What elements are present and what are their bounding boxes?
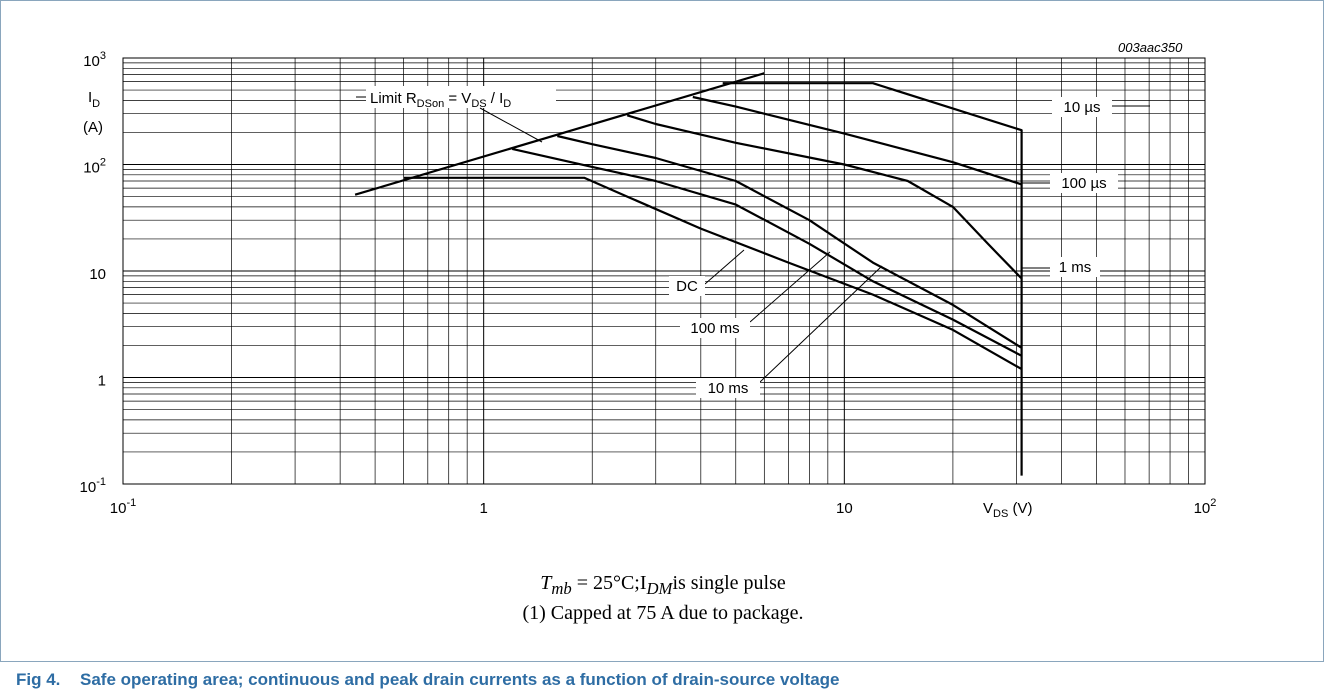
y-axis-unit: (A) [83, 119, 103, 136]
annotation-2: 1 ms [1022, 257, 1100, 277]
plot-frame [122, 57, 1206, 485]
y-tick-label: 103 [83, 50, 106, 70]
annotation-label: 10 µs [1064, 99, 1101, 116]
y-tick-label: 1 [98, 373, 106, 390]
annotation-label: DC [676, 278, 698, 295]
annotation-box [1050, 257, 1100, 277]
figure-caption: Fig 4. Safe operating area; continuous an… [16, 670, 840, 689]
annotation-1: 100 µs [1022, 173, 1118, 193]
package-cap-note: (1) Capped at 75 A due to package. [522, 602, 804, 624]
y-axis-label: ID [88, 89, 100, 110]
series-1 [692, 95, 1022, 186]
figure-code: 003aac350 [1118, 40, 1183, 55]
svg-text:Limit RDSon = VDS / ID: Limit RDSon = VDS / ID [370, 90, 511, 110]
x-tick-label: 1 [479, 500, 487, 517]
figure-frame [0, 0, 1324, 662]
grid [122, 58, 1205, 485]
annotation-3: DC [669, 249, 745, 296]
series-0 [722, 82, 1023, 476]
annotation-box [696, 378, 760, 398]
x-axis-label: VDS (V) [983, 500, 1032, 520]
annotation-label: 100 µs [1061, 175, 1106, 192]
series-4 [511, 147, 1023, 357]
annotation-box [680, 318, 750, 338]
annotation-box [1050, 173, 1118, 193]
series-5 [403, 176, 1023, 371]
annotation-box [669, 276, 705, 296]
series-2 [626, 114, 1023, 280]
x-tick-label: 102 [1194, 497, 1217, 517]
x-tick-label: 10-1 [110, 497, 136, 517]
annotation-leader [759, 265, 883, 383]
test-condition-note: Tmb = 25°C;IDMis single pulse [540, 572, 786, 598]
annotation-0: 10 µs [1052, 97, 1150, 117]
y-tick-label: 102 [83, 157, 106, 177]
annotation-leader [704, 249, 745, 285]
y-tick-label: 10 [89, 266, 106, 283]
series-3 [557, 134, 1023, 349]
annotation-box [1052, 97, 1112, 117]
annotation-label: 10 ms [708, 380, 749, 397]
y-tick-label: 10-1 [80, 476, 106, 496]
series-6 [354, 72, 765, 196]
x-tick-label: 10 [836, 500, 853, 517]
annotation-label: 1 ms [1059, 259, 1092, 276]
annotation-4: 100 ms [680, 251, 831, 338]
annotations: 10 µs 100 µs 1 ms DC 100 ms 10 ms [669, 97, 1150, 398]
series-layer [354, 72, 1023, 476]
annotation-label: 100 ms [690, 320, 739, 337]
annotation-leader [749, 251, 831, 323]
annotation-5: 10 ms [696, 265, 883, 398]
limit-rdson-label: Limit RDSon = VDS / ID [356, 86, 556, 143]
